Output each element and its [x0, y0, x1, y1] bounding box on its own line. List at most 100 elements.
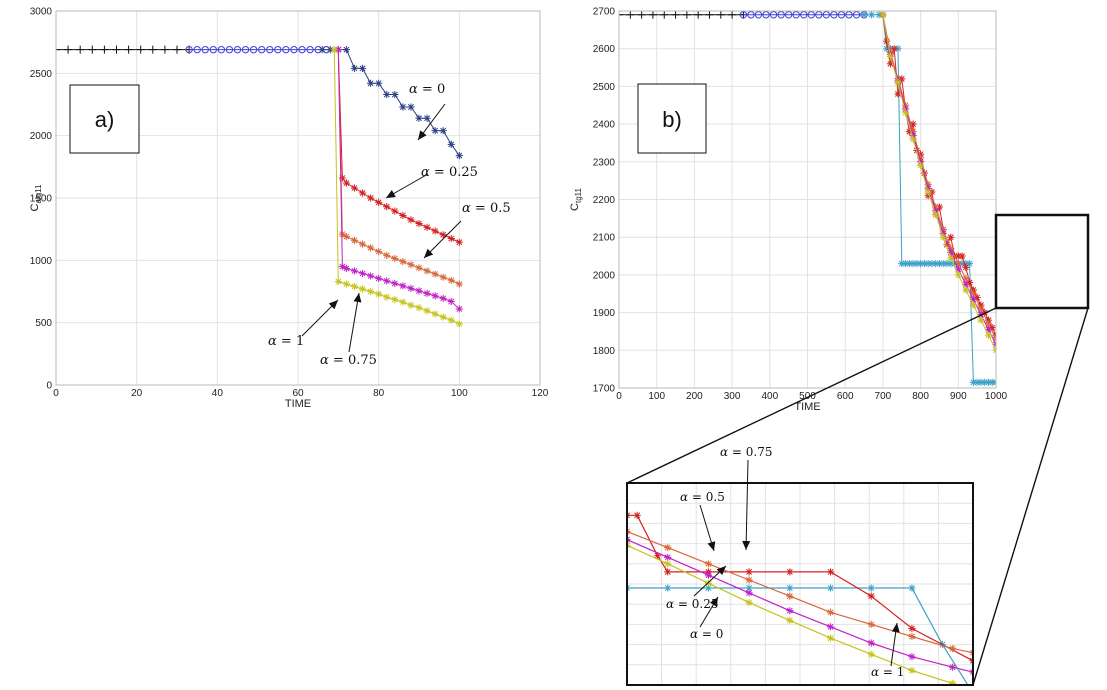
data-point [867, 584, 875, 592]
data-point [447, 234, 455, 243]
data-point [342, 264, 350, 273]
data-point [784, 11, 793, 19]
data-point [193, 45, 201, 54]
x-tick-label: 40 [212, 388, 224, 399]
data-point [920, 259, 928, 268]
data-point [908, 653, 916, 661]
data-point [949, 679, 957, 685]
data-point [909, 259, 917, 268]
y-tick-label: 2200 [593, 195, 616, 206]
x-tick-label: 100 [451, 388, 468, 399]
data-point [949, 663, 957, 671]
data-point [786, 584, 794, 592]
data-point [664, 553, 672, 561]
data-point [338, 230, 346, 238]
zoom-region-box [994, 213, 1090, 310]
x-tick-label: 0 [53, 388, 59, 399]
y-tick-label: 1500 [30, 194, 53, 205]
data-point [909, 128, 917, 136]
data-point [391, 279, 399, 287]
data-point [334, 277, 342, 286]
data-point [913, 259, 921, 268]
data-point [350, 236, 359, 244]
zoom-connector-right [972, 307, 1089, 686]
data-point [318, 46, 326, 54]
panel-label-a: a) [69, 84, 140, 154]
data-point [830, 11, 838, 19]
data-point [358, 64, 367, 72]
data-point [383, 251, 391, 259]
series-4 [334, 46, 463, 288]
y-axis-label: Ctg11 [569, 187, 583, 210]
data-point [209, 45, 218, 54]
data-point [704, 584, 713, 592]
data-point [792, 11, 800, 19]
data-point [981, 378, 989, 386]
arrow-zoom-alpha-0 [699, 596, 719, 628]
data-point [225, 45, 234, 54]
data-point [704, 579, 713, 587]
data-point [423, 114, 431, 122]
data-point [407, 261, 415, 269]
data-point [88, 45, 97, 54]
y-tick-label: 2000 [593, 270, 616, 281]
data-point [932, 203, 940, 211]
data-point [898, 259, 906, 268]
data-point [815, 11, 823, 19]
data-point [383, 277, 391, 285]
data-point [653, 552, 662, 560]
y-tick-label: 2100 [593, 233, 616, 244]
data-point [217, 45, 226, 54]
data-point [917, 259, 925, 268]
data-point [383, 293, 391, 301]
data-point [966, 259, 974, 268]
data-point [867, 639, 875, 647]
data-point [826, 584, 835, 592]
arrow-alpha-0-75 [348, 292, 362, 353]
data-point [969, 301, 977, 309]
data-point [947, 254, 955, 262]
data-point [754, 11, 763, 19]
data-point [973, 293, 981, 302]
data-point [769, 11, 778, 19]
data-point [879, 11, 887, 19]
chart-a: 0 20 40 60 80 100 120 0 500 1000 1500 2000 2500 3000 T… [29, 7, 549, 411]
data-point [704, 560, 713, 568]
data-point [845, 11, 853, 19]
data-point [367, 79, 375, 87]
data-point [852, 11, 861, 19]
x-tick-label: 60 [292, 388, 304, 399]
chart-b: 0 100 200 300 400 500 600 700 800 900 1000 1700 1800… [569, 7, 1008, 414]
y-tick-label: 2500 [30, 69, 53, 80]
data-point [399, 257, 407, 266]
arrow-zoom-alpha-0-75 [742, 459, 751, 551]
axes-frame [618, 10, 997, 389]
data-point [745, 584, 753, 592]
data-point [826, 634, 835, 642]
data-point [415, 287, 423, 295]
arrow-alpha-0 [417, 103, 446, 141]
data-point [962, 275, 970, 283]
data-point [439, 231, 447, 239]
data-point [984, 325, 993, 334]
data-point [747, 11, 755, 19]
annotation-alpha-0-75: α = 0.75 [320, 353, 377, 368]
data-point [745, 576, 753, 584]
data-point [913, 146, 921, 155]
data-point [908, 584, 916, 592]
x-tick-label: 600 [837, 391, 854, 402]
y-tick-label: 1900 [593, 308, 616, 319]
series-line [882, 14, 996, 345]
data-point [338, 262, 346, 271]
data-point [908, 624, 916, 633]
data-point [745, 568, 753, 576]
data-point [939, 229, 947, 238]
data-point [745, 589, 753, 597]
data-point [124, 45, 133, 54]
data-point [447, 276, 455, 284]
data-point [954, 259, 962, 268]
data-point [890, 45, 898, 53]
data-point [350, 267, 359, 275]
data-point [350, 64, 359, 72]
data-point [423, 223, 431, 231]
